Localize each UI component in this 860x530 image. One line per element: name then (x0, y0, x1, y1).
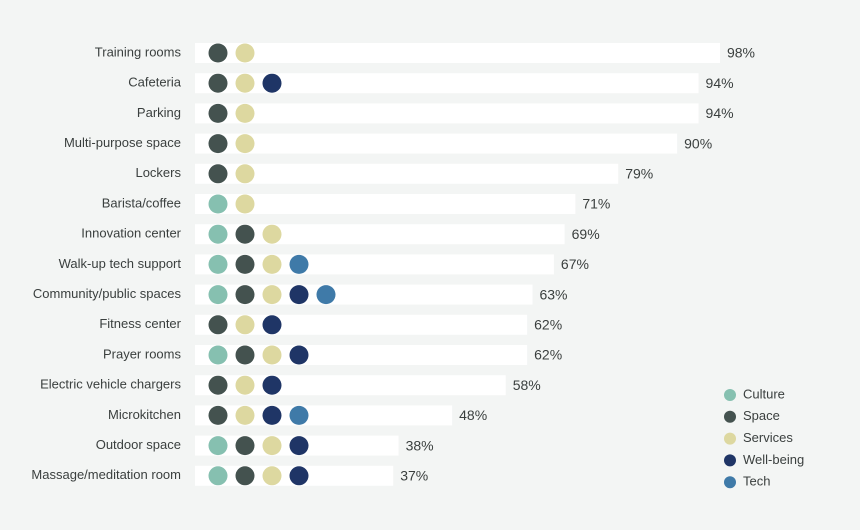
tag-dot (208, 405, 228, 425)
tag-dot (208, 345, 228, 365)
category-label: Innovation center (81, 226, 181, 241)
value-label: 79% (625, 166, 653, 182)
tag-dot (208, 224, 228, 244)
value-label: 67% (561, 256, 589, 272)
value-label: 98% (727, 45, 755, 61)
tag-dot (208, 315, 228, 335)
category-label: Multi-purpose space (64, 135, 181, 150)
bar (195, 73, 699, 94)
category-label: Massage/meditation room (31, 467, 181, 482)
tag-dot (208, 285, 228, 305)
tag-dot (235, 345, 255, 365)
category-label: Walk-up tech support (59, 256, 182, 271)
legend-label: Culture (743, 386, 785, 401)
legend-label: Services (743, 430, 793, 445)
tag-dot (235, 164, 255, 184)
tag-dot (289, 345, 309, 365)
bar (195, 163, 619, 184)
tag-dot (262, 224, 282, 244)
category-label: Cafeteria (128, 75, 182, 90)
category-label: Training rooms (95, 44, 182, 59)
tag-dot (289, 285, 309, 305)
category-label: Lockers (135, 165, 181, 180)
category-label: Fitness center (99, 316, 181, 331)
tag-dot (262, 345, 282, 365)
tag-dot (208, 436, 228, 456)
legend-dot (724, 432, 736, 445)
tag-dot (208, 43, 228, 63)
legend-dot (724, 476, 736, 489)
tag-dot (235, 375, 255, 395)
tag-dot (289, 436, 309, 456)
value-label: 62% (534, 347, 562, 363)
category-label: Community/public spaces (33, 286, 182, 301)
tag-dot (235, 466, 255, 486)
tag-dot (262, 315, 282, 335)
tag-dot (235, 134, 255, 154)
bar (195, 254, 554, 275)
category-label: Outdoor space (96, 437, 181, 452)
tag-dot (235, 73, 255, 93)
tag-dot (235, 254, 255, 274)
tag-dot (235, 436, 255, 456)
category-label: Microkitchen (108, 407, 181, 422)
tag-dot (235, 405, 255, 425)
value-label: 71% (582, 196, 610, 212)
tag-dot (235, 194, 255, 214)
legend-dot (724, 389, 736, 401)
tag-dot (208, 375, 228, 395)
tag-dot (262, 375, 282, 395)
value-label: 58% (513, 377, 541, 393)
value-label: 48% (459, 407, 487, 423)
tag-dot (235, 315, 255, 335)
tag-dot (262, 436, 282, 456)
category-label: Prayer rooms (103, 346, 182, 361)
value-label: 94% (706, 105, 734, 121)
value-label: 63% (539, 286, 567, 302)
tag-dot (262, 466, 282, 486)
tag-dot (262, 405, 282, 425)
tag-dot (235, 43, 255, 63)
legend-label: Well-being (743, 452, 804, 467)
tag-dot (262, 73, 282, 93)
bar (195, 224, 565, 245)
bar (195, 43, 720, 63)
bar (195, 405, 453, 426)
tag-dot (235, 103, 255, 123)
tag-dot (208, 103, 228, 123)
value-label: 94% (706, 75, 734, 91)
tag-dot (262, 285, 282, 305)
legend-dot (724, 410, 736, 423)
value-label: 38% (406, 437, 434, 453)
bar (195, 103, 699, 124)
tag-dot (289, 254, 309, 274)
tag-dot (262, 254, 282, 274)
category-label: Barista/coffee (102, 195, 181, 210)
tag-dot (208, 134, 228, 154)
value-label: 90% (684, 135, 712, 151)
bar (195, 194, 576, 214)
category-label: Electric vehicle chargers (40, 377, 181, 392)
bar (195, 133, 678, 154)
tag-dot (208, 254, 228, 274)
value-label: 69% (572, 226, 600, 242)
tag-dot (208, 466, 228, 486)
tag-dot (316, 285, 336, 305)
value-label: 37% (400, 468, 428, 484)
legend-label: Tech (743, 474, 770, 489)
tag-dot (289, 466, 309, 486)
tag-dot (208, 73, 228, 93)
tag-dot (235, 224, 255, 244)
tag-dot (289, 405, 309, 425)
value-label: 62% (534, 317, 562, 333)
legend-label: Space (743, 408, 780, 423)
category-label: Parking (137, 105, 181, 120)
tag-dot (208, 164, 228, 184)
legend-dot (724, 454, 736, 467)
tag-dot (235, 285, 255, 305)
tag-dot (208, 194, 228, 214)
